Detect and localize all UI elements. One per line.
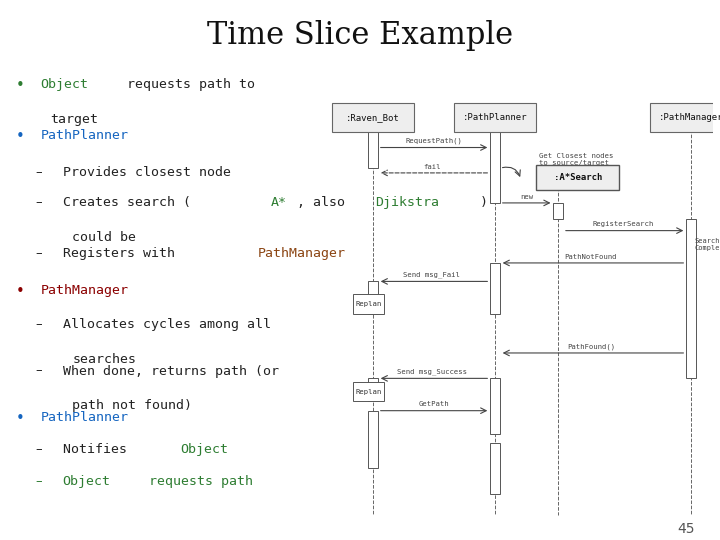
Bar (490, 129, 500, 203)
Text: PathPlanner: PathPlanner (40, 411, 128, 424)
Text: path not found): path not found) (72, 399, 192, 412)
Bar (368, 129, 378, 168)
Text: Registers with: Registers with (63, 247, 183, 260)
Text: •: • (16, 78, 24, 93)
Bar (368, 411, 378, 468)
Bar (368, 281, 378, 314)
Text: Send msg_Fail: Send msg_Fail (403, 272, 460, 278)
Text: •: • (16, 411, 24, 426)
Text: –: – (35, 475, 42, 488)
Text: , also: , also (297, 196, 345, 209)
Bar (490, 379, 500, 434)
Text: PathManager: PathManager (40, 284, 128, 296)
Text: requests path to: requests path to (119, 78, 255, 91)
Text: RequestPath(): RequestPath() (405, 138, 462, 144)
Text: –: – (35, 166, 42, 179)
Text: PathNotFound: PathNotFound (564, 254, 617, 260)
Text: –: – (35, 443, 42, 456)
Bar (490, 263, 500, 314)
Text: Object: Object (40, 78, 89, 91)
Text: requests path: requests path (141, 475, 253, 488)
Text: A*: A* (271, 196, 287, 209)
Text: fail: fail (423, 164, 441, 170)
Text: ): ) (480, 196, 487, 209)
Bar (686, 219, 696, 379)
Bar (368, 379, 378, 401)
Text: Object: Object (63, 475, 111, 488)
Text: :A*Search: :A*Search (554, 173, 602, 182)
Text: RegisterSearch: RegisterSearch (593, 221, 654, 227)
Text: :PathPlanner: :PathPlanner (463, 113, 527, 122)
Bar (649, 103, 720, 132)
Bar (354, 382, 384, 401)
Text: PathManager: PathManager (258, 247, 346, 260)
Text: Time Slice Example: Time Slice Example (207, 20, 513, 51)
Text: :Raven_Bot: :Raven_Bot (346, 113, 400, 122)
Bar (536, 165, 619, 190)
Text: :PathManager: :PathManager (659, 113, 720, 122)
Text: Send msg_Success: Send msg_Success (397, 368, 467, 375)
Text: When done, returns path (or: When done, returns path (or (63, 364, 279, 377)
Text: •: • (16, 129, 24, 144)
Text: Object: Object (180, 443, 228, 456)
Text: Get Closest nodes
to source/target: Get Closest nodes to source/target (539, 153, 613, 166)
Text: PathFound(): PathFound() (567, 343, 615, 350)
Text: Djikstra: Djikstra (375, 196, 439, 209)
Text: –: – (35, 364, 42, 377)
Text: Allocates cycles among all: Allocates cycles among all (63, 319, 271, 332)
Text: –: – (35, 196, 42, 209)
Text: PathPlanner: PathPlanner (40, 129, 128, 142)
Text: searches: searches (72, 353, 136, 366)
Text: Creates search (: Creates search ( (63, 196, 191, 209)
Text: –: – (35, 319, 42, 332)
Text: Provides closest node: Provides closest node (63, 166, 230, 179)
Text: 45: 45 (678, 522, 695, 536)
Bar (354, 294, 384, 314)
Text: Notifies: Notifies (63, 443, 135, 456)
Text: Search
Complete?: Search Complete? (695, 238, 720, 251)
Text: could be: could be (72, 231, 144, 244)
Text: new: new (520, 194, 533, 200)
Bar (332, 103, 415, 132)
Text: Replan: Replan (356, 389, 382, 395)
Text: target: target (50, 113, 98, 126)
Text: –: – (35, 247, 42, 260)
Text: Replan: Replan (356, 301, 382, 307)
Bar (454, 103, 536, 132)
Text: GetPath: GetPath (419, 401, 449, 408)
Bar (490, 443, 500, 494)
Text: •: • (16, 284, 24, 299)
Bar (554, 203, 563, 219)
